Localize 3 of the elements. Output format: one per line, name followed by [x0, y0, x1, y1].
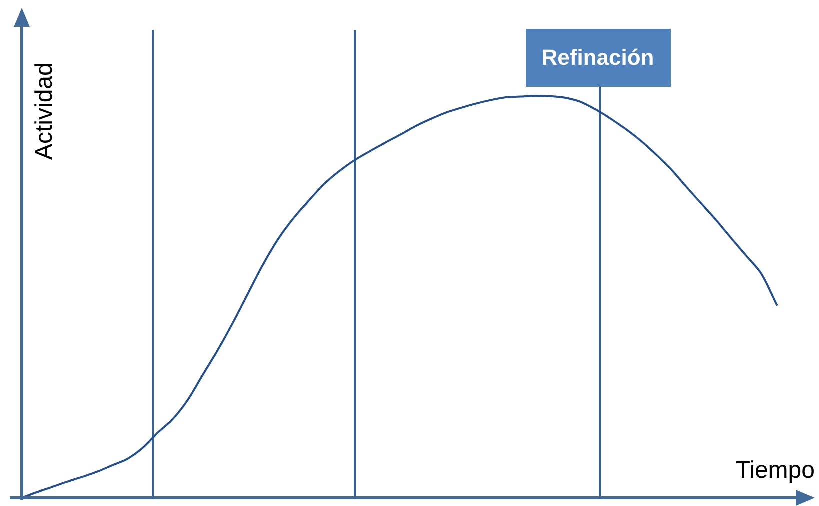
y-axis-title: Actividad: [31, 62, 58, 160]
x-axis-title: Tiempo: [736, 457, 815, 484]
text: Refinación: [526, 29, 670, 87]
